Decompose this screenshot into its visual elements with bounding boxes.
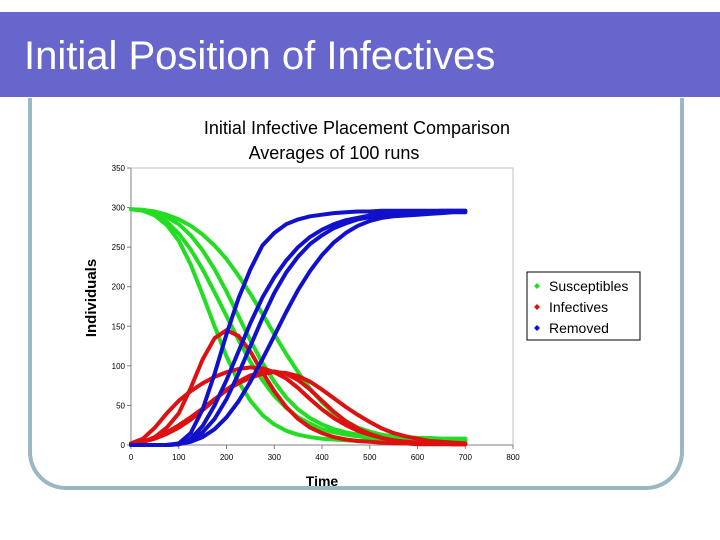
legend-marker-infectives [534, 304, 540, 310]
legend-box [526, 271, 641, 341]
chart-title-group: Initial Infective Placement Comparison A… [204, 118, 510, 163]
x-axis-label: Time [306, 473, 339, 489]
y-tick-label: 150 [112, 322, 126, 331]
x-tick-label: 0 [129, 453, 134, 462]
x-tick-label: 100 [172, 453, 186, 462]
series-line-infectives-4 [129, 370, 468, 446]
x-tick-label: 500 [363, 453, 377, 462]
content-frame [28, 98, 684, 490]
series-layer [129, 207, 468, 447]
x-tick-label: 200 [220, 453, 234, 462]
y-tick-label: 100 [112, 362, 126, 371]
x-tick-label: 300 [268, 453, 282, 462]
y-tick-label: 300 [112, 204, 126, 213]
legend-label-removed: Removed [549, 320, 609, 336]
chart-subtitle: Averages of 100 runs [249, 143, 420, 163]
chart-title: Initial Infective Placement Comparison [204, 118, 510, 138]
legend-label-susceptibles: Susceptibles [549, 278, 628, 294]
legend-label-infectives: Infectives [549, 299, 608, 315]
legend-marker-removed [534, 325, 540, 331]
x-tick-label: 400 [315, 453, 329, 462]
x-tick-label: 600 [411, 453, 425, 462]
series-line-infectives-3 [129, 365, 468, 447]
y-axis-label: Individuals [83, 259, 100, 337]
x-tick-label: 700 [459, 453, 473, 462]
y-tick-label: 350 [112, 164, 126, 173]
series-line-removed-3 [129, 208, 468, 447]
y-tick-label: 200 [112, 283, 126, 292]
x-tick-label: 800 [506, 453, 520, 462]
legend-marker-susceptibles [534, 283, 540, 289]
title-bar: Initial Position of Infectives [0, 12, 720, 97]
legend: Susceptibles Infectives Removed [526, 271, 641, 341]
series-line-removed-4 [129, 210, 468, 447]
y-tick-label: 250 [112, 243, 126, 252]
y-tick-label: 50 [116, 401, 125, 410]
title-underline [30, 97, 637, 99]
y-tick-label: 0 [121, 441, 126, 450]
slide-title: Initial Position of Infectives [24, 34, 496, 78]
